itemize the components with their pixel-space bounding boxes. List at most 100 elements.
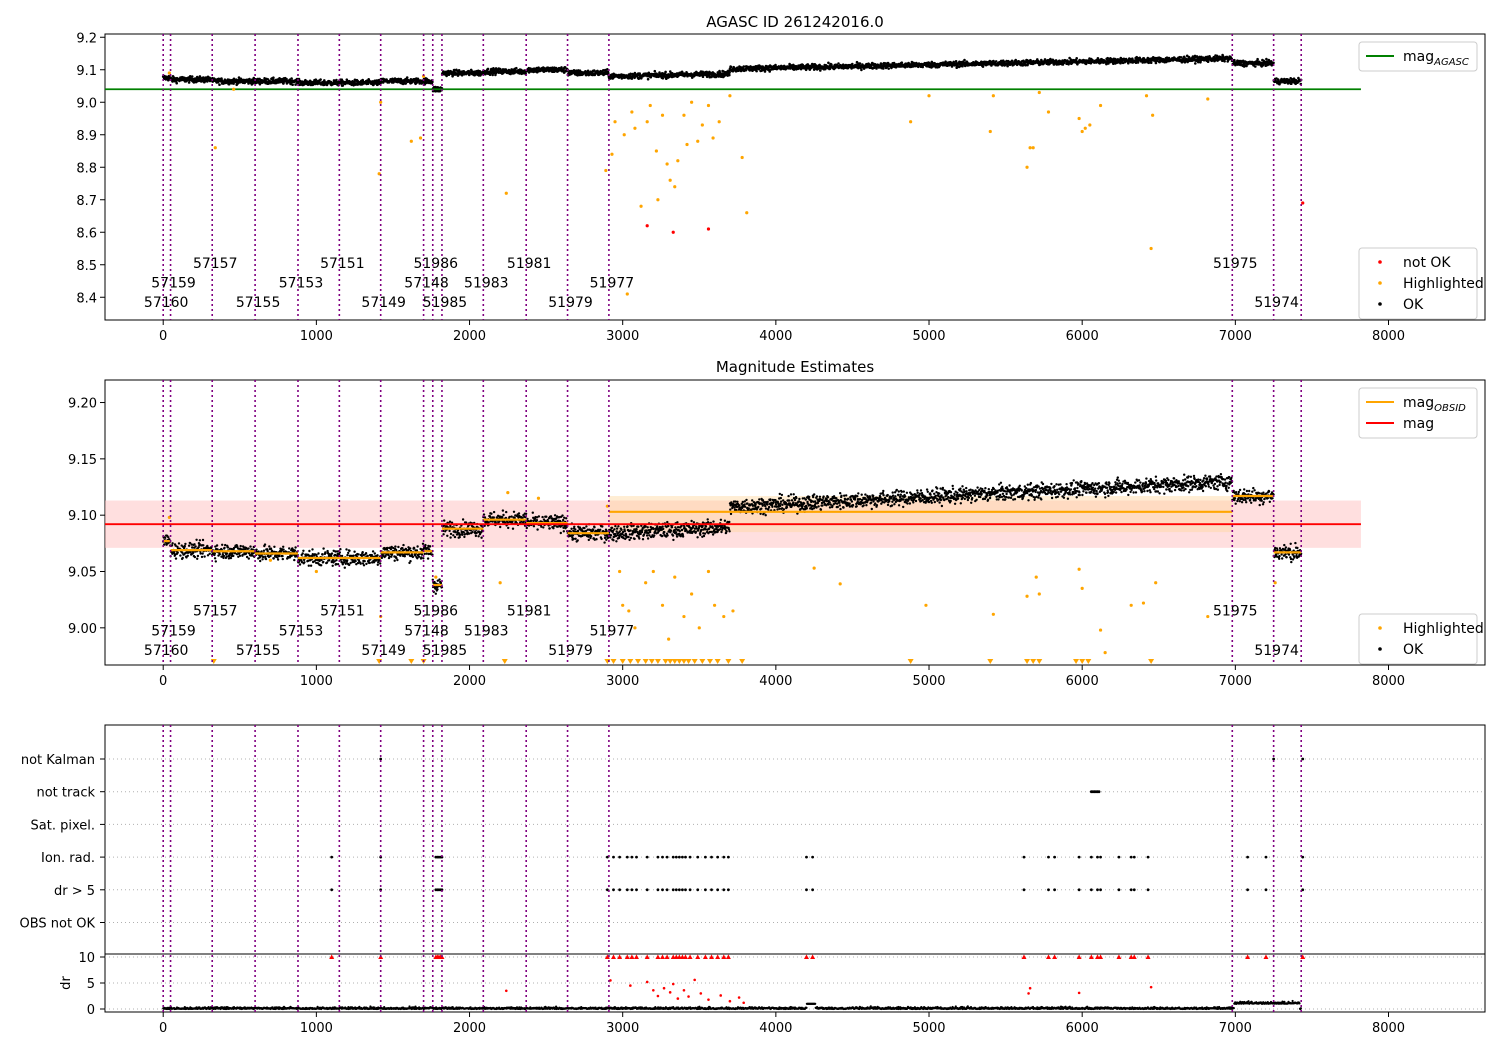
highlighted-point — [1206, 97, 1210, 101]
panel1-xtick-label: 5000 — [912, 329, 945, 344]
ok-point — [887, 67, 890, 70]
ok-point — [1206, 60, 1210, 63]
ok-point — [526, 517, 529, 521]
ok-point — [661, 76, 665, 80]
ok-point — [615, 527, 619, 530]
ok-point — [345, 548, 348, 551]
ok-point — [830, 63, 833, 66]
ok-point — [222, 554, 226, 558]
ok-point — [461, 518, 465, 521]
ok-point — [293, 549, 297, 552]
ok-point — [629, 529, 632, 532]
ok-point — [488, 73, 492, 76]
highlighted-point — [745, 211, 749, 215]
ok-point — [276, 558, 280, 561]
panel1-points-legend-marker — [1378, 260, 1382, 264]
ok-point — [179, 554, 182, 557]
highlighted-point — [379, 100, 383, 104]
ok-point — [201, 552, 204, 555]
ok-point — [511, 527, 515, 530]
highlighted-point — [648, 103, 652, 108]
panel1-points-legend-label: not OK — [1403, 255, 1451, 271]
panel1-plot: 5716057159571575715557153571515714957148… — [105, 34, 1361, 320]
ok-point — [268, 545, 271, 548]
ok-point — [194, 545, 197, 548]
ok-point — [453, 535, 457, 539]
ok-point — [880, 62, 883, 66]
ok-point — [434, 592, 437, 595]
ok-point — [571, 534, 575, 537]
ok-point — [593, 526, 596, 529]
highlighted-point — [1144, 94, 1149, 98]
ok-point — [900, 61, 904, 64]
ok-point — [617, 525, 620, 528]
ok-point — [537, 515, 541, 518]
ok-point — [187, 81, 191, 84]
ok-point — [641, 538, 645, 541]
panel1-obsid-label: 51983 — [464, 276, 509, 292]
ok-point — [635, 528, 638, 531]
highlighted-point — [1025, 165, 1029, 169]
ok-point — [451, 73, 455, 77]
ok-point — [944, 60, 947, 63]
highlighted-point — [700, 123, 704, 127]
ok-point — [341, 84, 345, 87]
highlighted-point — [740, 155, 744, 160]
ok-point — [646, 77, 650, 81]
panel1-ytick-label: 8.6 — [76, 226, 97, 241]
ok-point — [530, 519, 533, 522]
ok-point — [1149, 61, 1153, 64]
ok-point — [576, 539, 579, 542]
ok-point — [560, 66, 563, 69]
ok-point — [562, 518, 565, 522]
panel1-obsid-label: 51975 — [1213, 256, 1258, 272]
panel1-obsid-label: 57151 — [320, 256, 365, 272]
ok-point — [819, 69, 822, 72]
ok-point — [1254, 65, 1257, 68]
ok-point — [291, 83, 294, 86]
ok-point — [411, 555, 415, 559]
ok-point — [517, 512, 521, 515]
ok-point — [239, 544, 242, 548]
ok-point — [324, 551, 327, 555]
panel2-title: Magnitude Estimates — [716, 358, 874, 376]
ok-point — [607, 72, 610, 75]
ok-point — [347, 551, 350, 555]
ok-point — [232, 554, 235, 558]
highlighted-point — [625, 292, 629, 296]
ok-point — [742, 65, 746, 68]
highlighted-point — [991, 94, 995, 98]
ok-point — [288, 547, 291, 550]
ok-point — [1049, 57, 1052, 61]
ok-point — [561, 514, 564, 517]
panel1-xtick-label: 6000 — [1066, 329, 1099, 344]
panel1-ytick-label: 9.2 — [76, 31, 97, 46]
ok-point — [281, 557, 284, 561]
ok-point — [416, 545, 419, 548]
ok-point — [1180, 56, 1183, 59]
ok-point — [175, 81, 178, 85]
ok-point — [731, 69, 735, 73]
ok-point — [855, 60, 859, 64]
ok-point — [545, 515, 548, 518]
ok-point — [354, 559, 357, 563]
ok-point — [542, 526, 545, 529]
ok-point — [565, 517, 568, 520]
ok-point — [203, 555, 206, 558]
ok-point — [574, 537, 577, 540]
ok-point — [446, 534, 449, 537]
ok-point — [744, 69, 748, 72]
ok-point — [282, 545, 285, 548]
ok-point — [343, 566, 346, 569]
highlighted-point — [706, 103, 711, 108]
ok-point — [454, 531, 457, 534]
ok-point — [1223, 60, 1226, 63]
ok-point — [449, 524, 452, 528]
highlighted-point — [711, 136, 715, 140]
panel1-xtick-label: 2000 — [453, 329, 486, 344]
ok-point — [603, 541, 606, 544]
ok-point — [401, 547, 404, 550]
highlighted-point — [610, 152, 614, 156]
ok-point — [361, 551, 364, 554]
highlighted-point — [213, 146, 217, 150]
